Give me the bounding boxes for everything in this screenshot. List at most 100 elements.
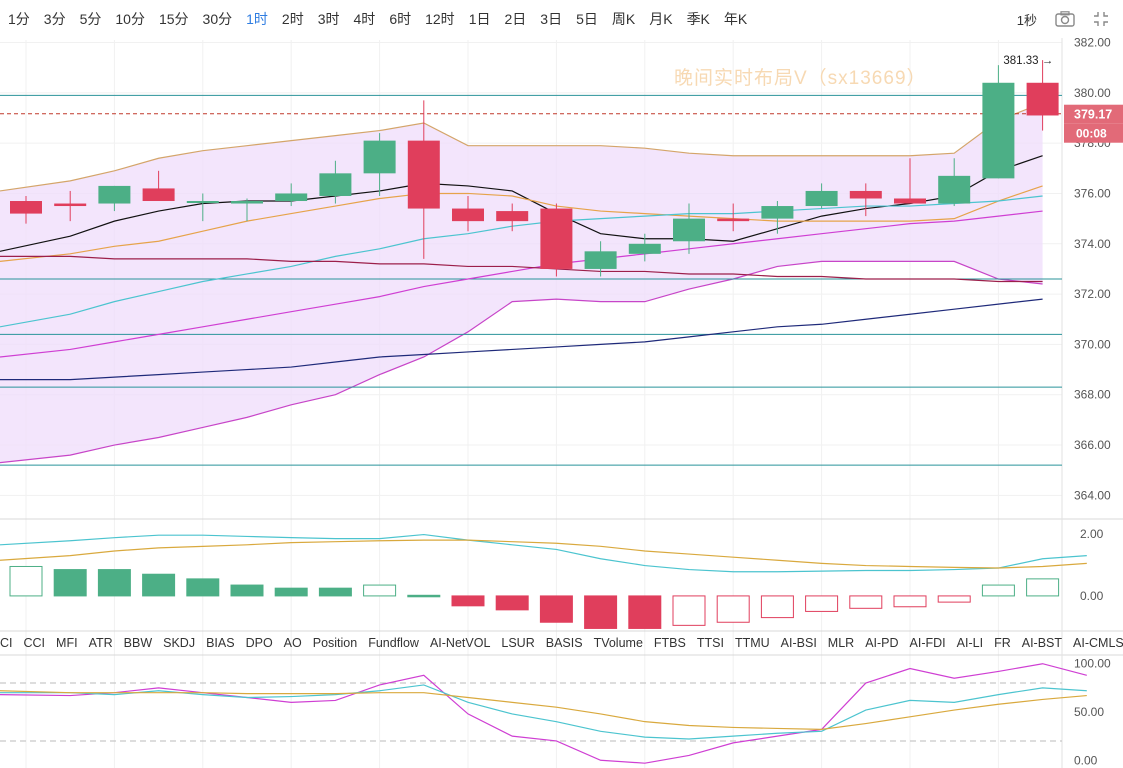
interval-13[interactable]: 2日 [504, 11, 527, 27]
candle-body [142, 188, 175, 202]
candle-body [673, 218, 705, 242]
candle-body [761, 206, 794, 219]
indicator-tab-5[interactable]: SKDJ [163, 636, 196, 650]
indicator-tab-14[interactable]: TVolume [593, 636, 643, 650]
candle-body [98, 185, 131, 204]
interval-14[interactable]: 3日 [540, 11, 563, 27]
y-tick-label: 370.00 [1074, 337, 1111, 351]
interval-9[interactable]: 4时 [353, 11, 376, 27]
toolbar-right: 1秒 [1017, 0, 1109, 38]
interval-3[interactable]: 10分 [115, 11, 145, 27]
countdown-tag [1064, 123, 1123, 143]
interval-5[interactable]: 30分 [202, 11, 233, 27]
indicator-tab-11[interactable]: AI-NetVOL [429, 636, 491, 650]
countdown-label: 00:08 [1076, 127, 1107, 141]
last-price-tag [1064, 104, 1123, 124]
interval-8[interactable]: 3时 [317, 11, 340, 27]
moving-average-line [0, 195, 1043, 328]
indicator-tab-bar: CI CCI MFI ATR BBW SKDJ BIAS DPO AO Position Fundf… [0, 632, 1123, 654]
histogram-bar [495, 595, 529, 611]
histogram-bar [760, 595, 794, 619]
indicator-tab-7[interactable]: DPO [245, 636, 273, 650]
candle-body [186, 201, 219, 204]
sub2-y-tick-label: 50.00 [1074, 705, 1104, 719]
interval-18[interactable]: 季K [686, 11, 710, 27]
indicator-tab-16[interactable]: TTSI [696, 636, 724, 650]
interval-16[interactable]: 周K [611, 11, 636, 27]
bollinger-band-fill [0, 102, 1043, 463]
candle-body [982, 82, 1015, 179]
moving-average-line [0, 255, 1043, 283]
indicator-tab-23[interactable]: FR [994, 636, 1011, 650]
interval-2[interactable]: 5分 [79, 11, 102, 27]
histogram-bar [274, 587, 308, 597]
indicator-tab-4[interactable]: BBW [123, 636, 153, 650]
kdj-line [0, 690, 1087, 730]
indicator-tab-21[interactable]: AI-FDI [909, 636, 946, 650]
y-tick-label: 364.00 [1074, 488, 1111, 502]
interval-selector: 1分 3分 5分 10分 15分 30分 1时 2时 3时 4时 6时 12时 1日 2日 3日 5日 周K 月K… [0, 9, 755, 29]
kdj-line [0, 684, 1087, 740]
histogram-bar [981, 584, 1015, 597]
candle-body [275, 193, 308, 202]
sub1-y-tick-label: 2.00 [1080, 527, 1104, 541]
indicator-tab-10[interactable]: Fundflow [368, 636, 419, 650]
indicator-tab-3[interactable]: ATR [88, 636, 113, 650]
interval-7[interactable]: 2时 [281, 11, 304, 27]
kdj-line [0, 663, 1087, 764]
indicator-tab-20[interactable]: AI-PD [865, 636, 899, 650]
indicator-tab-2[interactable]: MFI [56, 636, 78, 650]
interval-1[interactable]: 3分 [43, 11, 66, 27]
histogram-bar [318, 587, 352, 597]
interval-17[interactable]: 月K [649, 11, 673, 27]
indicator-tab-25[interactable]: AI-CMLSI [1073, 636, 1123, 650]
y-tick-label: 374.00 [1074, 237, 1111, 251]
interval-4[interactable]: 15分 [158, 11, 189, 27]
indicator-tab-0[interactable]: CI [0, 636, 13, 650]
y-tick-label: 366.00 [1074, 438, 1111, 452]
indicator-tab-1[interactable]: CCI [23, 636, 46, 650]
moving-average-line [0, 298, 1043, 381]
candle-body [628, 243, 661, 254]
indicator-tab-18[interactable]: AI-BSI [780, 636, 817, 650]
indicator-tab-15[interactable]: FTBS [653, 636, 686, 650]
indicator-tab-22[interactable]: AI-LI [956, 636, 984, 650]
interval-10[interactable]: 6时 [389, 11, 412, 27]
histogram-bar [584, 595, 618, 629]
camera-icon[interactable] [1055, 11, 1075, 27]
y-tick-label: 372.00 [1074, 287, 1111, 301]
histogram-bar [407, 594, 441, 598]
histogram-bar [937, 595, 971, 603]
indicator-tab-6[interactable]: BIAS [206, 636, 235, 650]
histogram-bar [539, 595, 573, 623]
indicator-tab-19[interactable]: MLR [827, 636, 855, 650]
candle-body [407, 140, 440, 209]
y-tick-label: 382.00 [1074, 38, 1111, 50]
indicator-tab-9[interactable]: Position [312, 636, 358, 650]
indicator-tab-12[interactable]: LSUR [501, 636, 535, 650]
indicator-tab-13[interactable]: BASIS [545, 636, 583, 650]
refresh-rate-button[interactable]: 1秒 [1016, 12, 1037, 28]
sub1-y-tick-label: 0.00 [1080, 589, 1104, 603]
histogram-bar [805, 595, 839, 612]
fullscreen-icon[interactable] [1093, 11, 1109, 27]
y-tick-label: 376.00 [1074, 186, 1111, 200]
moving-average-line [0, 185, 1043, 262]
candle-body [894, 198, 926, 204]
indicator-tab-17[interactable]: TTMU [734, 636, 770, 650]
candle-body [938, 175, 971, 204]
y-tick-label: 368.00 [1074, 388, 1111, 402]
y-tick-label: 380.00 [1074, 86, 1111, 100]
chart-area[interactable]: 381.33 → 晚间实时布局V（sx13669） 364.00 366.00 368.… [0, 38, 1123, 768]
indicator-tab-8[interactable]: AO [283, 636, 302, 650]
interval-15[interactable]: 5日 [576, 11, 598, 27]
indicator-tab-24[interactable]: AI-BST [1021, 636, 1063, 650]
interval-12[interactable]: 1日 [468, 11, 491, 27]
interval-11[interactable]: 12时 [425, 11, 455, 27]
interval-6[interactable]: 1时 [246, 11, 268, 27]
interval-0[interactable]: 1分 [8, 11, 30, 27]
oscillator-line-orange [0, 539, 1087, 569]
interval-19[interactable]: 年K [723, 11, 748, 27]
histogram-bar [849, 595, 883, 609]
sub2-y-tick-label: 100.00 [1074, 657, 1111, 671]
